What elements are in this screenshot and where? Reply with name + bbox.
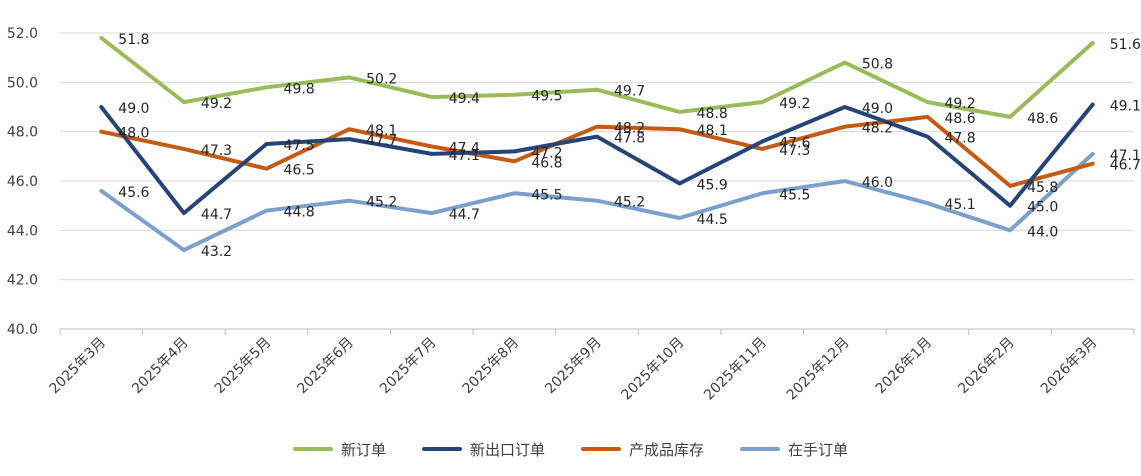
data-labels: 51.8 49.2 49.8 50.2 49.4 49.5 49.7 48.8 49.2 50.8… [118,32,1141,260]
data-label: 45.6 [118,185,149,201]
data-label: 47.5 [284,138,315,154]
x-tick-label: 2025年7月 [377,335,440,398]
data-label: 44.0 [1027,224,1058,240]
data-label: 49.2 [201,96,232,112]
data-label: 47.1 [449,148,480,164]
y-tick-label: 52.0 [7,26,38,42]
data-label: 50.8 [862,57,893,73]
data-label: 45.2 [366,195,397,211]
legend-swatch [421,447,462,451]
data-label: 46.0 [862,175,893,191]
x-tick-label: 2025年11月 [701,335,770,404]
data-label: 45.2 [614,195,645,211]
data-label: 49.2 [779,96,810,112]
data-label: 48.8 [697,106,728,122]
x-tick-label: 2025年8月 [460,335,523,398]
y-tick-label: 40.0 [7,322,38,338]
legend-item: 新订单 [292,439,386,460]
data-label: 44.5 [697,212,728,228]
series-line [99,151,1095,253]
data-label: 47.3 [201,143,232,159]
data-label: 50.2 [366,71,397,87]
data-label: 47.1 [1110,148,1141,164]
data-label: 47.3 [779,143,810,159]
data-label: 47.6 [779,136,810,152]
x-tick-label: 2025年9月 [542,335,605,398]
legend-label: 新订单 [340,440,386,459]
series-line [99,35,1095,119]
legend-swatch [740,447,781,451]
data-label: 43.2 [201,244,232,260]
data-label: 48.1 [366,123,397,139]
data-label: 47.2 [531,145,562,161]
legend-label: 在手订单 [788,440,849,459]
legend-swatch [581,447,621,451]
line-chart: 40.042.044.046.048.050.052.0 2025年3月 2025… [7,26,1141,404]
x-tick-label: 2025年12月 [784,335,853,404]
data-label: 44.7 [449,207,480,223]
data-label: 44.8 [284,205,315,221]
data-label: 48.2 [862,121,893,137]
data-label: 46.7 [1110,158,1141,174]
y-tick-label: 48.0 [7,125,38,141]
x-tick-label: 2026年1月 [873,335,936,398]
x-tick-label: 2026年3月 [1038,335,1101,398]
legend-label: 产成品库存 [629,440,705,459]
data-label: 48.0 [118,126,149,142]
y-tick-label: 50.0 [7,75,38,91]
gridlines [60,32,1134,330]
data-label: 48.1 [697,123,728,139]
y-tick-label: 46.0 [7,174,38,190]
data-label: 45.8 [1027,180,1058,196]
data-label: 49.7 [614,84,645,100]
x-tick-label: 2026年2月 [955,335,1018,398]
series-line [99,102,1095,216]
data-label: 48.2 [614,121,645,137]
y-axis-ticks: 40.0 42.0 44.0 46.0 48.0 50.0 52.0 [7,26,38,338]
x-tick-label: 2025年10月 [619,335,688,404]
data-label: 45.9 [697,177,728,193]
x-tick-label: 2025年5月 [212,335,275,398]
data-label: 48.6 [944,111,975,127]
data-label: 45.0 [1027,200,1058,216]
data-label: 46.8 [531,155,562,171]
x-axis-ticks: 2025年3月 2025年4月 2025年5月 2025年6月 2025年7月 2025年… [47,329,1135,404]
data-label: 48.6 [1027,111,1058,127]
data-label: 47.8 [614,131,645,147]
data-label: 49.2 [944,96,975,112]
data-label: 45.5 [531,187,562,203]
y-tick-label: 42.0 [7,273,38,289]
data-label: 49.0 [862,101,893,117]
data-label: 49.1 [1110,99,1141,115]
legend: 新订单 新出口订单 产成品库存 在手订单 [0,436,1141,462]
legend-item: 新出口订单 [421,439,545,460]
series-line [99,114,1095,188]
data-label: 46.5 [284,163,315,179]
data-label: 44.7 [201,207,232,223]
series-lines [99,35,1095,253]
data-label: 47.4 [449,140,480,156]
data-label: 49.8 [284,81,315,97]
x-tick-label: 2025年4月 [129,335,192,398]
legend-item: 在手订单 [740,439,848,460]
data-label: 49.4 [449,91,480,107]
data-label: 51.8 [118,32,149,48]
data-label: 49.0 [118,101,149,117]
data-label: 47.7 [366,133,397,149]
legend-item: 产成品库存 [581,439,704,460]
x-tick-label: 2025年6月 [294,335,357,398]
legend-label: 新出口订单 [469,440,545,459]
data-label: 49.5 [531,89,562,105]
x-tick-label: 2025年3月 [47,335,110,398]
data-label: 45.5 [779,187,810,203]
y-tick-label: 44.0 [7,223,38,239]
data-label: 47.8 [944,131,975,147]
data-label: 51.6 [1110,37,1141,53]
legend-swatch [292,447,333,451]
data-label: 45.1 [944,197,975,213]
